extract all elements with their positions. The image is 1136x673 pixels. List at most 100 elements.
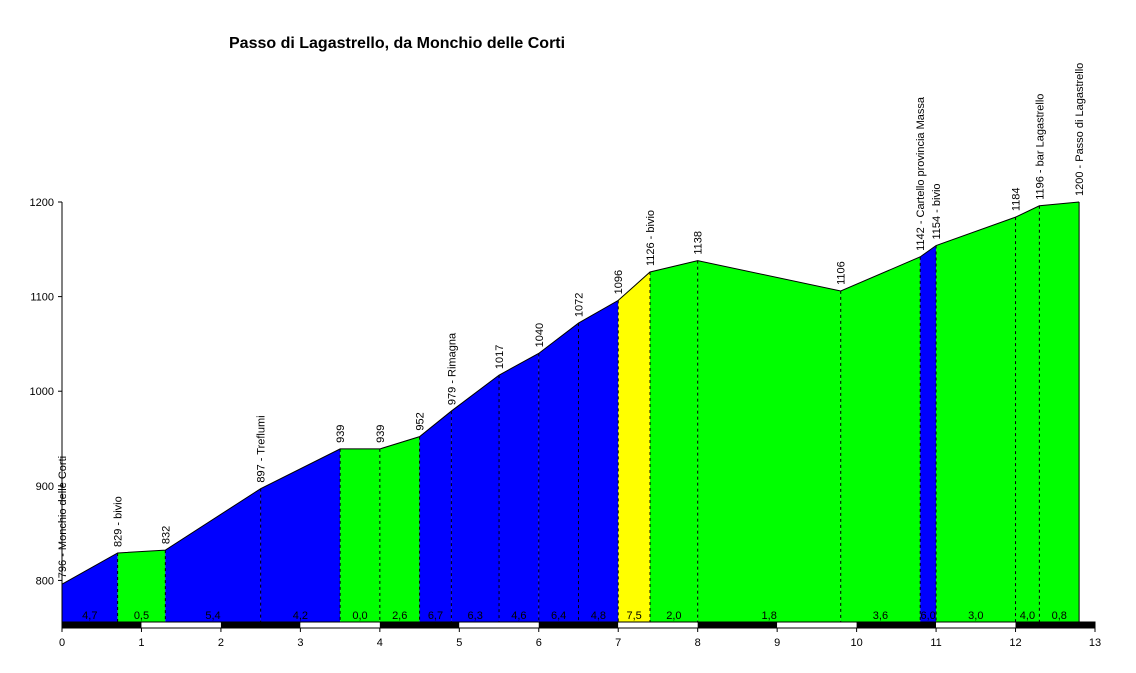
gradient-label: 6,3 [468, 610, 483, 622]
distance-bar-km-2 [220, 622, 301, 628]
gradient-label: 6,0 [920, 610, 935, 622]
x-tick-label: 12 [1009, 637, 1021, 649]
distance-bar-km-6 [538, 622, 619, 628]
gradient-label: 1,8 [762, 610, 777, 622]
waypoint-label: 1138 [693, 231, 705, 255]
y-tick-label: 1200 [30, 197, 54, 209]
gradient-label: 3,0 [968, 610, 983, 622]
waypoint-label: 897 - Treflumi [256, 415, 268, 482]
gradient-label: 6,7 [428, 610, 443, 622]
gradient-label: 6,4 [551, 610, 566, 622]
y-tick-label: 1000 [30, 386, 54, 398]
gradient-label: 5,4 [205, 610, 220, 622]
x-tick-label: 1 [138, 637, 144, 649]
waypoint-label: 1096 [613, 270, 625, 294]
x-tick-label: 4 [377, 637, 383, 649]
gradient-label: 4,7 [82, 610, 97, 622]
waypoint-label: 1040 [534, 323, 546, 347]
segment-fill-12 [618, 272, 651, 623]
segment-fill-13 [650, 260, 698, 623]
x-axis-ticks: 0 1 2 3 4 5 6 7 8 9 10 11 12 13 [59, 628, 1101, 649]
y-tick-label: 1100 [30, 292, 54, 304]
waypoint-label: 1196 - bar Lagastrello [1034, 94, 1046, 200]
x-tick-label: 11 [930, 637, 941, 649]
gradient-label: 0,0 [352, 610, 367, 622]
x-tick-label: 2 [218, 637, 224, 649]
distance-bar-km-1 [141, 622, 221, 628]
distance-bar-km-5 [459, 622, 539, 628]
gradient-label: 2,6 [392, 610, 407, 622]
gradient-label: 0,5 [134, 610, 149, 622]
x-tick-label: 5 [456, 637, 462, 649]
waypoint-label: 939 [375, 425, 387, 443]
segment-fill-5 [340, 448, 380, 623]
waypoint-label: 796 - Monchio delle Corti [57, 456, 69, 578]
segment-fill-3 [165, 488, 261, 623]
gradient-labels: 4,7 0,5 5,4 4,2 0,0 2,6 6,7 6,3 4,6 6,4 4,8 7,5 2,0 1… [82, 610, 1067, 622]
chart-title: Passo di Lagastrello, da Monchio delle C… [229, 35, 566, 52]
waypoint-label: 1072 [574, 293, 586, 317]
segment-fill-16 [920, 245, 937, 623]
gradient-label: 7,5 [626, 610, 641, 622]
profile-outline [61, 201, 1080, 585]
waypoint-dropdown-lines [117, 202, 1080, 623]
segment-fill-15 [840, 256, 921, 623]
distance-bar [61, 621, 1096, 629]
distance-bar-frame [61, 621, 1096, 629]
waypoint-label: 832 [160, 526, 172, 544]
x-tick-label: 7 [615, 637, 621, 649]
waypoint-label: 1200 - Passo di Lagastrello [1074, 63, 1086, 196]
segment-fill-11 [578, 300, 619, 623]
waypoint-label: 1184 [1011, 187, 1023, 211]
x-tick-label: 13 [1089, 637, 1101, 649]
distance-bar-km-3 [300, 622, 380, 628]
distance-bar-km-0 [62, 622, 142, 628]
gradient-label: 4,0 [1020, 610, 1035, 622]
distance-bar-km-9 [777, 622, 857, 628]
waypoint-label: 1106 [836, 261, 848, 285]
x-tick-label: 10 [850, 637, 862, 649]
waypoint-label: 829 - bivio [113, 496, 125, 547]
distance-bar-km-10 [856, 622, 937, 628]
segment-fill-14 [697, 260, 841, 623]
distance-bar-km-12 [1015, 622, 1095, 628]
waypoint-label: 939 [335, 425, 347, 443]
segment-fill-7 [419, 411, 452, 623]
segment-fill-6 [379, 436, 420, 623]
waypoint-label: 1017 [494, 345, 506, 369]
gradient-label: 2,0 [666, 610, 681, 622]
y-tick-label: 900 [36, 481, 54, 493]
x-tick-label: 8 [695, 637, 701, 649]
distance-bar-km-11 [936, 622, 1016, 628]
distance-bar-km-7 [618, 622, 698, 628]
waypoint-label: 1126 - bivio [645, 210, 657, 266]
gradient-label: 0,8 [1052, 610, 1067, 622]
segment-fill-17 [936, 217, 1016, 623]
y-tick-label: 800 [36, 575, 54, 587]
segment-fill-2 [117, 550, 166, 623]
gradient-label: 3,6 [873, 610, 888, 622]
x-tick-label: 6 [536, 637, 542, 649]
waypoint-label: 1154 - bivio [931, 183, 943, 239]
segment-fill-10 [538, 323, 579, 623]
x-tick-label: 3 [297, 637, 303, 649]
segment-fill-19 [1039, 202, 1080, 623]
segment-fills [62, 202, 1080, 623]
waypoint-label: 1142 - Cartello provincia Massa [915, 96, 927, 251]
segment-fill-8 [451, 375, 500, 623]
segment-fill-9 [499, 353, 539, 623]
x-tick-label: 0 [59, 637, 65, 649]
x-tick-label: 9 [774, 637, 780, 649]
gradient-label: 4,8 [591, 610, 606, 622]
segment-fill-1 [62, 552, 118, 623]
y-axis-ticks: 800 900 1000 1100 1200 [30, 197, 62, 587]
gradient-label: 4,6 [511, 610, 526, 622]
gradient-label: 4,2 [293, 610, 308, 622]
distance-bar-km-8 [697, 622, 778, 628]
segment-fill-18 [1015, 205, 1040, 623]
segment-fill-4 [260, 448, 341, 623]
waypoint-labels: 796 - Monchio delle Corti 829 - bivio 832 8… [57, 63, 1086, 579]
distance-bar-km-4 [379, 622, 460, 628]
waypoint-label: 979 - Rimagna [446, 332, 458, 405]
